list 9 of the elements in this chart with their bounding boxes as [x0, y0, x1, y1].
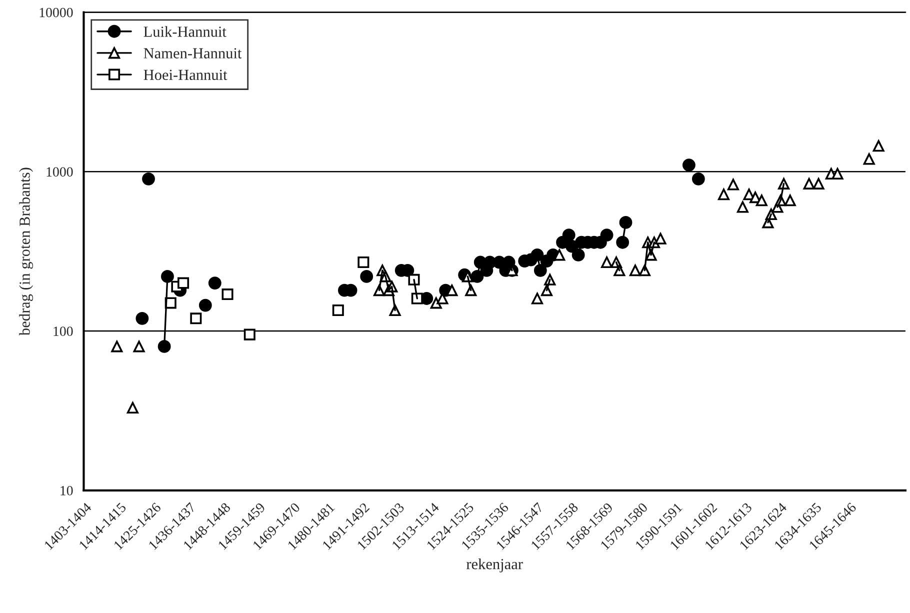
x-axis-title: rekenjaar: [466, 558, 523, 572]
legend-label: Hoei-Hannuit: [144, 70, 228, 80]
y-tick-label: 100: [54, 326, 73, 336]
y-tick-label: 10000: [40, 8, 73, 18]
legend-label: Luik-Hannuit: [144, 26, 226, 37]
legend-label: Namen-Hannuit: [144, 48, 242, 58]
y-tick-label: 10: [60, 486, 73, 496]
y-tick-label: 1000: [46, 167, 73, 177]
y-axis-title: bedrag (in groten Brabants): [19, 168, 34, 336]
